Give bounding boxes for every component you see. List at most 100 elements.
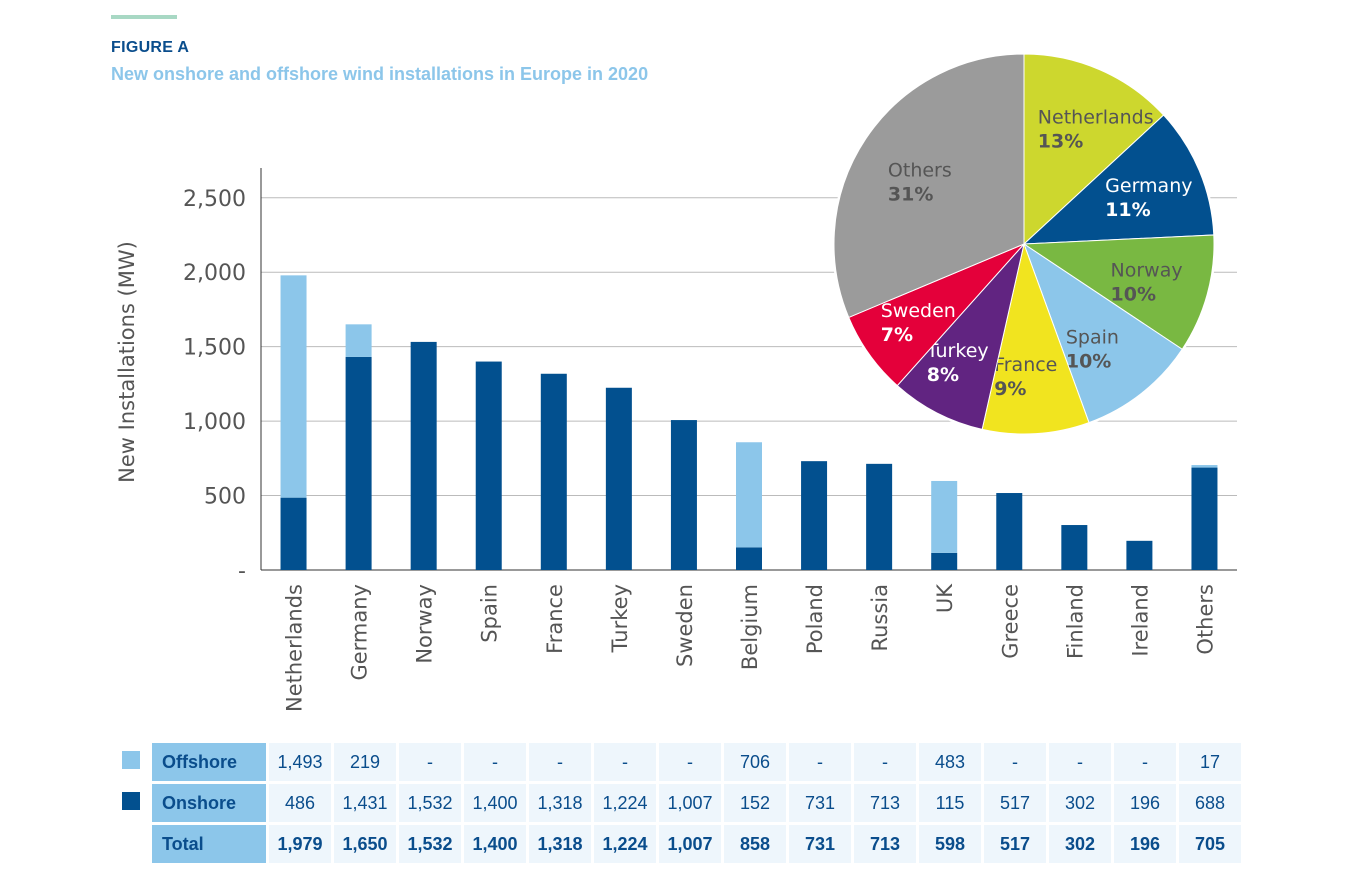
table-cell: 1,224 <box>594 825 656 863</box>
table-cell: - <box>1114 743 1176 781</box>
row-header-onshore: Onshore <box>152 784 266 822</box>
table-cell: - <box>399 743 461 781</box>
pie-label-germany: Germany <box>1105 175 1192 197</box>
y-axis-title: New Installations (MW) <box>115 241 139 483</box>
y-tick-label-0: - <box>238 559 246 584</box>
pie-slice-norway <box>1022 234 1215 350</box>
x-tick-label-greece: Greece <box>998 584 1022 659</box>
table-cell: - <box>854 743 916 781</box>
table-cell: 17 <box>1179 743 1241 781</box>
table-cell: 705 <box>1179 825 1241 863</box>
pie-pct-norway: 10% <box>1111 283 1156 305</box>
table-cell: 731 <box>789 825 851 863</box>
x-tick-label-russia: Russia <box>868 584 892 652</box>
table-cell: - <box>464 743 526 781</box>
table-cell: - <box>659 743 721 781</box>
table-cell: 302 <box>1049 825 1111 863</box>
pie-pct-netherlands: 13% <box>1038 131 1083 153</box>
bar-onshore-netherlands <box>280 497 307 570</box>
pie-slice-france <box>981 242 1090 435</box>
bar-onshore-france <box>540 373 567 570</box>
table-cell: 1,979 <box>269 825 331 863</box>
pie-label-spain: Spain <box>1066 327 1119 349</box>
bar-onshore-uk <box>931 552 958 570</box>
pie-slice-germany <box>1022 114 1215 245</box>
bar-onshore-sweden <box>670 420 697 570</box>
table-cell: 1,650 <box>334 825 396 863</box>
pie-label-norway: Norway <box>1111 259 1183 281</box>
table-row-offshore: Offshore 1,493 219- - - - -706- -483- - -17 <box>113 743 1241 781</box>
table-cell: - <box>529 743 591 781</box>
pie-slice-turkey <box>896 242 1025 430</box>
table-cell: 1,318 <box>529 784 591 822</box>
table-cell: - <box>594 743 656 781</box>
pie-pct-france: 9% <box>994 378 1026 400</box>
bar-offshore-belgium <box>736 442 762 548</box>
x-tick-label-others: Others <box>1193 584 1217 655</box>
figure-label: FIGURE A <box>111 39 190 56</box>
table-cell: 196 <box>1114 825 1176 863</box>
pie-label-sweden: Sweden <box>881 300 956 322</box>
x-tick-label-ireland: Ireland <box>1128 584 1152 657</box>
data-table: Offshore 1,493 219- - - - -706- -483- - -17 Onshor… <box>110 740 1244 866</box>
table-cell: 486 <box>269 784 331 822</box>
table-cell: 483 <box>919 743 981 781</box>
table-cell: 1,532 <box>399 825 461 863</box>
pie-pct-others: 31% <box>888 184 933 206</box>
table-cell: 1,532 <box>399 784 461 822</box>
pie-label-france: France <box>994 354 1057 376</box>
table-cell: 706 <box>724 743 786 781</box>
x-tick-label-norway: Norway <box>413 584 437 664</box>
x-tick-label-spain: Spain <box>478 584 502 643</box>
x-tick-label-netherlands: Netherlands <box>283 584 307 712</box>
bar-offshore-uk <box>931 480 958 553</box>
table-cell: 196 <box>1114 784 1176 822</box>
table-cell: 152 <box>724 784 786 822</box>
table-cell: 1,431 <box>334 784 396 822</box>
x-tick-label-germany: Germany <box>348 584 372 681</box>
x-tick-label-uk: UK <box>933 583 957 613</box>
bar-onshore-poland <box>801 461 828 570</box>
table-cell: 517 <box>984 825 1046 863</box>
table-cell: 1,400 <box>464 784 526 822</box>
table-cell: 713 <box>854 825 916 863</box>
pie-label-others: Others <box>888 160 952 182</box>
x-tick-label-poland: Poland <box>803 584 827 654</box>
bar-onshore-greece <box>996 493 1023 570</box>
x-tick-label-belgium: Belgium <box>738 584 762 670</box>
pie-slice-spain <box>1023 242 1183 424</box>
y-tick-label-1: 500 <box>204 485 246 510</box>
legend-swatch-offshore <box>122 750 140 769</box>
x-tick-label-finland: Finland <box>1063 584 1087 659</box>
figure-title: New onshore and offshore wind installati… <box>111 64 649 84</box>
y-tick-label-4: 2,000 <box>183 261 246 286</box>
y-tick-label-3: 1,500 <box>183 336 246 361</box>
legend-swatch-cell <box>113 784 149 822</box>
legend-swatch-cell <box>113 825 149 863</box>
pie-pct-sweden: 7% <box>881 324 913 346</box>
table-cell: 219 <box>334 743 396 781</box>
table-row-onshore: Onshore 486 1,431 1,532 1,400 1,318 1,224 1,007… <box>113 784 1241 822</box>
table-cell: 1,493 <box>269 743 331 781</box>
table-cell: 1,007 <box>659 784 721 822</box>
table-cell: 1,400 <box>464 825 526 863</box>
bar-offshore-others <box>1191 465 1218 468</box>
y-tick-label-2: 1,000 <box>183 410 246 435</box>
legend-swatch-cell <box>113 743 149 781</box>
pie-slice-others <box>833 53 1025 319</box>
y-tick-label-5: 2,500 <box>183 187 246 212</box>
bar-onshore-ireland <box>1126 540 1153 570</box>
legend-swatch-onshore <box>122 791 140 810</box>
pie-label-netherlands: Netherlands <box>1038 107 1154 129</box>
bar-offshore-germany <box>345 324 372 357</box>
x-tick-label-france: France <box>543 584 567 654</box>
row-header-total: Total <box>152 825 266 863</box>
table-cell: 858 <box>724 825 786 863</box>
bar-onshore-spain <box>475 361 502 570</box>
table-cell: 517 <box>984 784 1046 822</box>
table-cell: 1,224 <box>594 784 656 822</box>
table-cell: 598 <box>919 825 981 863</box>
bar-onshore-turkey <box>605 387 632 570</box>
table-cell: - <box>984 743 1046 781</box>
table-cell: 731 <box>789 784 851 822</box>
